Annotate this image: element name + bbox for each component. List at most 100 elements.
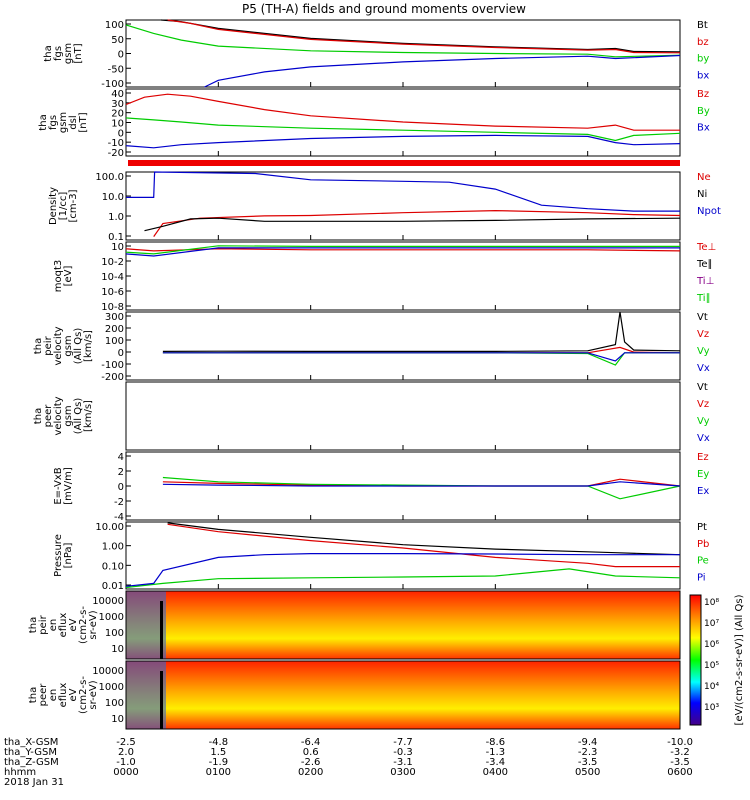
series-Npot <box>126 171 680 212</box>
x-row-value: -3.4 <box>486 757 506 768</box>
legend-Pe: Pe <box>697 556 709 567</box>
ylabel-line: tha <box>43 45 54 61</box>
y-tick-label: -10 <box>108 138 124 149</box>
y-tick-label: 0 <box>118 348 124 359</box>
panel-ylabel: moqt3[eV] <box>53 260 74 293</box>
x-row-value: -2.5 <box>116 737 136 748</box>
x-row-value: 1.5 <box>210 747 226 758</box>
series-Ni <box>144 217 681 232</box>
ylabel-line: eV <box>68 618 79 631</box>
x-row-value: -1.3 <box>486 747 506 758</box>
series-Pi <box>125 552 680 587</box>
panel-frame <box>125 311 681 381</box>
ylabel-line: eflux <box>58 683 69 708</box>
ylabel-line: tha <box>33 338 44 354</box>
x-row-value: 0600 <box>667 767 692 778</box>
ylabel-line: [km/s] <box>83 400 94 432</box>
ylabel-line: tha <box>28 617 39 633</box>
y-tick-label: -50 <box>108 64 124 75</box>
ylabel-line: sr-eV) <box>88 680 99 709</box>
legend-Ex: Ex <box>697 486 709 497</box>
legend-Pb: Pb <box>697 539 709 550</box>
y-tick-label: 10 <box>111 119 124 130</box>
y-tick-label: -4 <box>114 512 124 523</box>
ylabel-line: [km/s] <box>83 330 94 362</box>
ylabel-line: sr-eV) <box>88 610 99 639</box>
series-Pb <box>167 523 680 568</box>
ylabel-line: tha <box>33 408 44 424</box>
colorbar-tick: 10⁵ <box>704 661 719 671</box>
x-row-value: 0400 <box>483 767 508 778</box>
y-tick-label: 0 <box>118 128 124 139</box>
legend-bz: bz <box>697 37 709 48</box>
y-tick-label: 10.00 <box>95 522 124 533</box>
series-Ti⊥ <box>125 247 680 257</box>
x-row-value: 0100 <box>206 767 231 778</box>
panels: 100500-50-100thafgsgsm[nT]Btbzbybx403020… <box>28 19 745 730</box>
legend-Vz: Vz <box>697 329 709 340</box>
x-row-label: tha_Z-GSM <box>4 757 59 768</box>
series-Ti∥ <box>125 245 680 255</box>
spectrogram-low <box>126 661 166 729</box>
y-tick-label: 10.0 <box>102 192 124 203</box>
y-tick-label: 100 <box>105 20 124 31</box>
legend-Ey: Ey <box>697 469 709 480</box>
spectrogram-peir_eflux: 10000 1000 100 10 thapeirenefluxeV(cm2-s-sr-… <box>28 590 681 660</box>
series-Vy <box>162 352 680 366</box>
legend-Te⊥: Te⊥ <box>696 242 716 253</box>
colorbar-tick: 10⁷ <box>704 619 719 629</box>
panel-ylabel: thafgsgsm[nT] <box>43 43 84 64</box>
legend-bx: bx <box>697 70 709 81</box>
panel-ylabel: thapeirenefluxeV(cm2-s-sr-eV) <box>28 606 99 644</box>
legend-by: by <box>697 54 709 65</box>
x-axis-labels: tha_X-GSM -2.5 -4.8 -6.4 -7.7 -8.6 -9.4 -10.0 th… <box>4 737 693 788</box>
y-tick-label: -2 <box>114 497 124 508</box>
y-tick-label: 0 <box>118 50 124 61</box>
legend-Te∥: Te∥ <box>696 259 713 270</box>
y-tick-label: 1000 <box>99 612 124 623</box>
legend-Vx: Vx <box>697 363 710 374</box>
series-bx <box>204 54 681 88</box>
series-Pe <box>125 568 681 589</box>
legend-Ni: Ni <box>697 189 707 200</box>
colorbar-tick: 10⁶ <box>704 640 719 650</box>
colorbar <box>689 594 702 726</box>
colorbar-tick: 10⁴ <box>704 682 719 692</box>
legend-Vt: Vt <box>697 382 708 393</box>
ylabel-line: gsm <box>63 43 74 64</box>
ylabel-line: peir <box>43 335 54 355</box>
legend-Vy: Vy <box>697 346 710 357</box>
panel-ylabel: thapeirvelocitygsm(All Qs)[km/s] <box>33 326 94 365</box>
legend-Bx: Bx <box>697 123 710 134</box>
ylabel-line: gsm <box>63 405 74 426</box>
y-tick-label: 10-6 <box>101 287 124 298</box>
legend-Vz: Vz <box>697 399 709 410</box>
ylabel-line: [nT] <box>73 43 84 63</box>
ylabel-line: [nT] <box>78 112 89 132</box>
x-row-value: -1.0 <box>116 757 136 768</box>
spectrogram-low <box>126 591 166 659</box>
x-row-value: 0000 <box>113 767 138 778</box>
panel-frame <box>125 19 681 88</box>
x-row-value: -3.5 <box>670 757 690 768</box>
legend-Ez: Ez <box>697 452 709 463</box>
legend-Pt: Pt <box>697 522 707 533</box>
ylabel-line: eV <box>68 688 79 701</box>
ylabel-line: fgs <box>48 115 59 130</box>
x-row-value: -3.5 <box>578 757 598 768</box>
x-row-value: -8.6 <box>486 737 506 748</box>
ylabel-line: moqt3 <box>53 260 64 293</box>
legend-Pi: Pi <box>697 572 706 583</box>
ylabel-line: [1/cc] <box>58 192 69 221</box>
x-row-value: 0.6 <box>303 747 319 758</box>
ylabel-line: peer <box>43 404 54 428</box>
x-row-value: -2.6 <box>301 757 321 768</box>
y-tick-label: 0.01 <box>102 581 124 592</box>
spectrogram-gap <box>160 601 163 659</box>
x-row-value: 0200 <box>298 767 323 778</box>
ylabel-line: eflux <box>58 613 69 638</box>
series-Bz <box>125 93 680 131</box>
x-row-label: hhmm <box>4 767 36 778</box>
y-tick-label: 10 <box>111 714 124 725</box>
